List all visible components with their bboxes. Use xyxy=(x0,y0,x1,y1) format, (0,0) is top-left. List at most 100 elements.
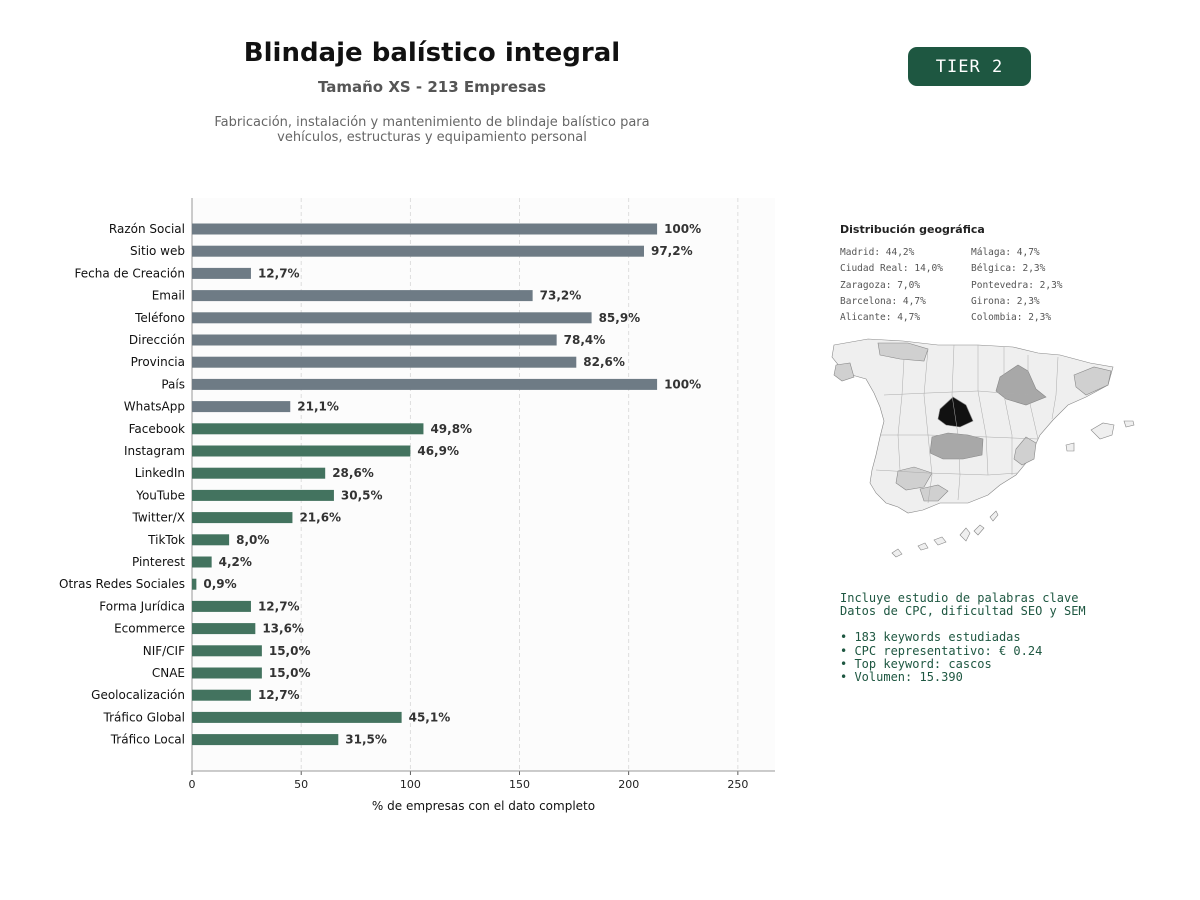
data-label: 85,9% xyxy=(599,311,641,325)
bar xyxy=(192,711,402,723)
data-label: 15,0% xyxy=(269,644,311,658)
geo-entry: Girona: 2,3% xyxy=(971,295,1040,307)
bar xyxy=(192,356,577,368)
category-label: Tráfico Global xyxy=(103,710,185,724)
map-region-pontevedra xyxy=(833,362,855,382)
category-label: Fecha de Creación xyxy=(75,266,185,280)
category-label: TikTok xyxy=(147,533,185,547)
spain-map xyxy=(831,338,1135,558)
data-label: 15,0% xyxy=(269,666,311,680)
bar xyxy=(192,534,230,546)
page-subtitle: Tamaño XS - 213 Empresas xyxy=(317,78,547,96)
category-label: Facebook xyxy=(129,422,185,436)
category-label: Dirección xyxy=(129,333,185,347)
description-line-2: vehículos, estructuras y equipamiento pe… xyxy=(277,130,587,145)
category-label: Geolocalización xyxy=(91,688,185,702)
data-label: 49,8% xyxy=(430,422,472,436)
bar xyxy=(192,645,262,657)
data-label: 12,7% xyxy=(258,266,300,280)
data-label: 97,2% xyxy=(651,244,693,258)
bar xyxy=(192,667,262,679)
geo-entry: Málaga: 4,7% xyxy=(971,247,1040,258)
geo-entry: Zaragoza: 7,0% xyxy=(840,279,921,291)
data-label: 28,6% xyxy=(332,466,374,480)
tier-badge: TIER 2 xyxy=(908,47,1031,86)
map-region-alicante xyxy=(1013,436,1037,466)
bar xyxy=(192,556,212,568)
bar xyxy=(192,334,557,346)
keywords-line-2: Datos de CPC, dificultad SEO y SEM xyxy=(840,604,1086,619)
data-label: 45,1% xyxy=(409,710,451,724)
category-label: Provincia xyxy=(131,355,185,369)
category-label: Forma Jurídica xyxy=(99,599,185,613)
keyword-stat: • Volumen: 15.390 xyxy=(840,670,963,685)
bar xyxy=(192,378,658,390)
category-label: Teléfono xyxy=(134,311,185,325)
bar xyxy=(192,223,658,235)
map-region-north xyxy=(877,342,929,362)
bar xyxy=(192,512,293,524)
x-tick-label: 150 xyxy=(509,778,530,791)
keyword-stat: • 183 keywords estudiadas xyxy=(840,630,1021,645)
geo-entry: Pontevedra: 2,3% xyxy=(971,279,1063,291)
bar xyxy=(192,734,339,746)
keyword-stat: • CPC representativo: € 0.24 xyxy=(840,643,1043,658)
map-province-borders xyxy=(875,344,1059,504)
bar xyxy=(192,423,424,435)
category-label: LinkedIn xyxy=(135,466,185,480)
data-label: 100% xyxy=(664,222,701,236)
x-tick-label: 200 xyxy=(618,778,639,791)
bar xyxy=(192,445,411,457)
x-tick-label: 50 xyxy=(294,778,308,791)
map-balearic-mallorca xyxy=(1090,422,1115,440)
data-label: 21,1% xyxy=(297,400,339,414)
data-label: 8,0% xyxy=(236,533,269,547)
data-label: 21,6% xyxy=(299,511,341,525)
geo-entry: Barcelona: 4,7% xyxy=(840,295,926,307)
category-label: Tráfico Local xyxy=(110,733,185,747)
bar xyxy=(192,578,197,590)
x-axis-label: % de empresas con el dato completo xyxy=(372,799,595,813)
bar xyxy=(192,401,291,413)
geo-distribution-title: Distribución geográfica xyxy=(840,223,985,236)
bar xyxy=(192,245,644,257)
geo-entry: Alicante: 4,7% xyxy=(840,312,921,324)
category-label: WhatsApp xyxy=(124,400,185,414)
data-label: 12,7% xyxy=(258,688,300,702)
sector-description: Fabricación, instalación y mantenimiento… xyxy=(212,115,652,145)
map-mainland xyxy=(831,338,1114,514)
category-label: Ecommerce xyxy=(114,622,185,636)
bar xyxy=(192,467,326,479)
bar xyxy=(192,689,251,701)
data-label: 73,2% xyxy=(540,289,582,303)
category-label: Otras Redes Sociales xyxy=(59,577,185,591)
bar xyxy=(192,267,251,279)
category-label: NIF/CIF xyxy=(143,644,185,658)
category-label: Razón Social xyxy=(109,222,185,236)
data-label: 30,5% xyxy=(341,488,383,502)
geo-list-column-1: Madrid: 44,2% Ciudad Real: 14,0% Zaragoz… xyxy=(840,245,943,326)
map-region-granada xyxy=(919,484,949,502)
geo-entry: Ciudad Real: 14,0% xyxy=(840,263,943,275)
data-label: 0,9% xyxy=(203,577,236,591)
map-balearic-menorca xyxy=(1123,420,1135,428)
bar xyxy=(192,489,334,501)
coverage-bar-chart: 0 50 100 150 200 250 Razón Social 100% Sitio web… xyxy=(59,198,775,813)
category-label: Email xyxy=(152,289,185,303)
data-label: 13,6% xyxy=(262,622,304,636)
category-label: Twitter/X xyxy=(132,511,185,525)
data-label: 4,2% xyxy=(219,555,252,569)
bar xyxy=(192,312,592,324)
keywords-line-1: Incluye estudio de palabras clave xyxy=(840,591,1079,605)
map-region-zaragoza xyxy=(995,364,1047,406)
data-label: 31,5% xyxy=(345,733,387,747)
plot-area xyxy=(192,198,775,771)
geo-entry: Colombia: 2,3% xyxy=(971,312,1052,324)
x-tick-label: 100 xyxy=(400,778,421,791)
data-label: 82,6% xyxy=(583,355,625,369)
map-balearic-ibiza xyxy=(1065,442,1075,452)
keyword-stat: • Top keyword: cascos xyxy=(840,656,992,671)
data-label: 100% xyxy=(664,377,701,391)
category-label: Sitio web xyxy=(130,244,185,258)
map-region-barcelona xyxy=(1073,366,1112,396)
